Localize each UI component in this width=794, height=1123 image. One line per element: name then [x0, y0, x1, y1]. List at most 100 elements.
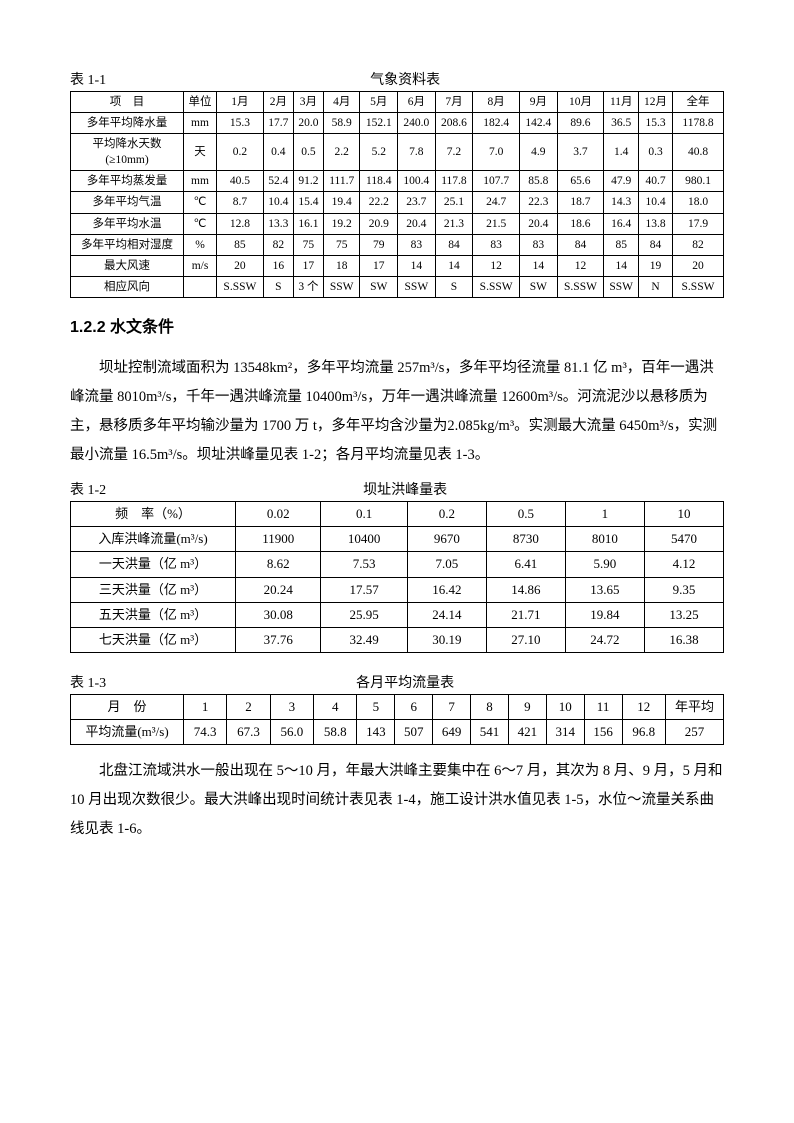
- row-header: 七天洪量（亿 m³）: [71, 627, 236, 652]
- col-header: 4: [314, 695, 357, 720]
- row-header: 多年平均蒸发量: [71, 171, 184, 192]
- cell: 30.19: [407, 627, 486, 652]
- cell: 19.4: [323, 192, 359, 213]
- cell: 6.41: [486, 552, 565, 577]
- cell: 82: [673, 234, 724, 255]
- cell: 18.6: [557, 213, 604, 234]
- cell: 240.0: [398, 113, 436, 134]
- cell: 12: [473, 255, 520, 276]
- cell: 17.7: [263, 113, 293, 134]
- cell: 17: [293, 255, 323, 276]
- row-header: 最大风速: [71, 255, 184, 276]
- cell: 27.10: [486, 627, 565, 652]
- cell: 58.8: [314, 720, 357, 745]
- cell: 314: [546, 720, 584, 745]
- col-header: 年平均: [666, 695, 724, 720]
- table-row: 平均流量(m³/s)74.367.356.058.814350764954142…: [71, 720, 724, 745]
- cell: 9.35: [644, 577, 723, 602]
- cell: 16.4: [604, 213, 639, 234]
- cell: 18: [323, 255, 359, 276]
- paragraph-hydro: 坝址控制流域面积为 13548km²，多年平均流量 257m³/s，多年平均径流…: [70, 354, 724, 470]
- cell: m/s: [184, 255, 217, 276]
- cell: 82: [263, 234, 293, 255]
- row-header: 一天洪量（亿 m³）: [71, 552, 236, 577]
- cell: 257: [666, 720, 724, 745]
- cell: 96.8: [622, 720, 666, 745]
- col-header: 1: [565, 501, 644, 526]
- row-header: 三天洪量（亿 m³）: [71, 577, 236, 602]
- cell: 21.71: [486, 602, 565, 627]
- table2-label: 表 1-2: [70, 480, 146, 501]
- cell: 142.4: [520, 113, 558, 134]
- table-row: 最大风速m/s20161718171414121412141920: [71, 255, 724, 276]
- cell: 17: [360, 255, 398, 276]
- cell: 75: [323, 234, 359, 255]
- col-header: 12: [622, 695, 666, 720]
- cell: 24.14: [407, 602, 486, 627]
- cell: mm: [184, 113, 217, 134]
- cell: 10.4: [639, 192, 673, 213]
- cell: 52.4: [263, 171, 293, 192]
- cell: 421: [508, 720, 546, 745]
- table-row: 项 目 单位 1月 2月 3月 4月 5月 6月 7月 8月 9月 10月 11…: [71, 92, 724, 113]
- cell: mm: [184, 171, 217, 192]
- table1: 项 目 单位 1月 2月 3月 4月 5月 6月 7月 8月 9月 10月 11…: [70, 91, 724, 298]
- col-header: 频 率（%）: [71, 501, 236, 526]
- cell: 40.5: [217, 171, 264, 192]
- cell: 5.90: [565, 552, 644, 577]
- cell: 7.2: [435, 134, 473, 171]
- cell: 24.72: [565, 627, 644, 652]
- table1-label: 表 1-1: [70, 70, 146, 91]
- col-header: 1月: [217, 92, 264, 113]
- cell: 8.62: [236, 552, 321, 577]
- cell: 天: [184, 134, 217, 171]
- cell: 13.3: [263, 213, 293, 234]
- cell: 8730: [486, 527, 565, 552]
- col-header: 月 份: [71, 695, 184, 720]
- table-row: 七天洪量（亿 m³）37.7632.4930.1927.1024.7216.38: [71, 627, 724, 652]
- row-header: 多年平均相对湿度: [71, 234, 184, 255]
- col-header: 5月: [360, 92, 398, 113]
- table-row: 月 份 1 2 3 4 5 6 7 8 9 10 11 12 年平均: [71, 695, 724, 720]
- cell: 14: [520, 255, 558, 276]
- table2: 频 率（%） 0.02 0.1 0.2 0.5 1 10 入库洪峰流量(m³/s…: [70, 501, 724, 653]
- cell: S.SSW: [473, 276, 520, 297]
- cell: 20: [217, 255, 264, 276]
- cell: 9670: [407, 527, 486, 552]
- table-row: 多年平均降水量mm15.317.720.058.9152.1240.0208.6…: [71, 113, 724, 134]
- cell: %: [184, 234, 217, 255]
- cell: 84: [557, 234, 604, 255]
- cell: SSW: [398, 276, 436, 297]
- cell: 30.08: [236, 602, 321, 627]
- cell: 84: [435, 234, 473, 255]
- table-row: 多年平均气温℃8.710.415.419.422.223.725.124.722…: [71, 192, 724, 213]
- cell: 65.6: [557, 171, 604, 192]
- table2-title: 坝址洪峰量表: [146, 480, 724, 501]
- cell: 0.2: [217, 134, 264, 171]
- table-row: 入库洪峰流量(m³/s)11900104009670873080105470: [71, 527, 724, 552]
- table-row: 相应风向S.SSWS3 个SSWSWSSWSS.SSWSWS.SSWSSWNS.…: [71, 276, 724, 297]
- cell: 32.49: [321, 627, 408, 652]
- cell: 11900: [236, 527, 321, 552]
- cell: 0.3: [639, 134, 673, 171]
- col-header: 8月: [473, 92, 520, 113]
- cell: N: [639, 276, 673, 297]
- col-header: 0.5: [486, 501, 565, 526]
- col-header: 10: [546, 695, 584, 720]
- cell: 980.1: [673, 171, 724, 192]
- cell: 25.95: [321, 602, 408, 627]
- col-header: 全年: [673, 92, 724, 113]
- col-header: 0.02: [236, 501, 321, 526]
- cell: 100.4: [398, 171, 436, 192]
- cell: 0.5: [293, 134, 323, 171]
- table-row: 多年平均蒸发量mm40.552.491.2111.7118.4100.4117.…: [71, 171, 724, 192]
- row-header: 相应风向: [71, 276, 184, 297]
- table2-header: 表 1-2 坝址洪峰量表: [70, 480, 724, 501]
- cell: 13.65: [565, 577, 644, 602]
- col-header: 2: [227, 695, 270, 720]
- table3: 月 份 1 2 3 4 5 6 7 8 9 10 11 12 年平均 平均流量(…: [70, 694, 724, 745]
- cell: 7.53: [321, 552, 408, 577]
- cell: 58.9: [323, 113, 359, 134]
- cell: 507: [395, 720, 433, 745]
- table3-label: 表 1-3: [70, 673, 146, 694]
